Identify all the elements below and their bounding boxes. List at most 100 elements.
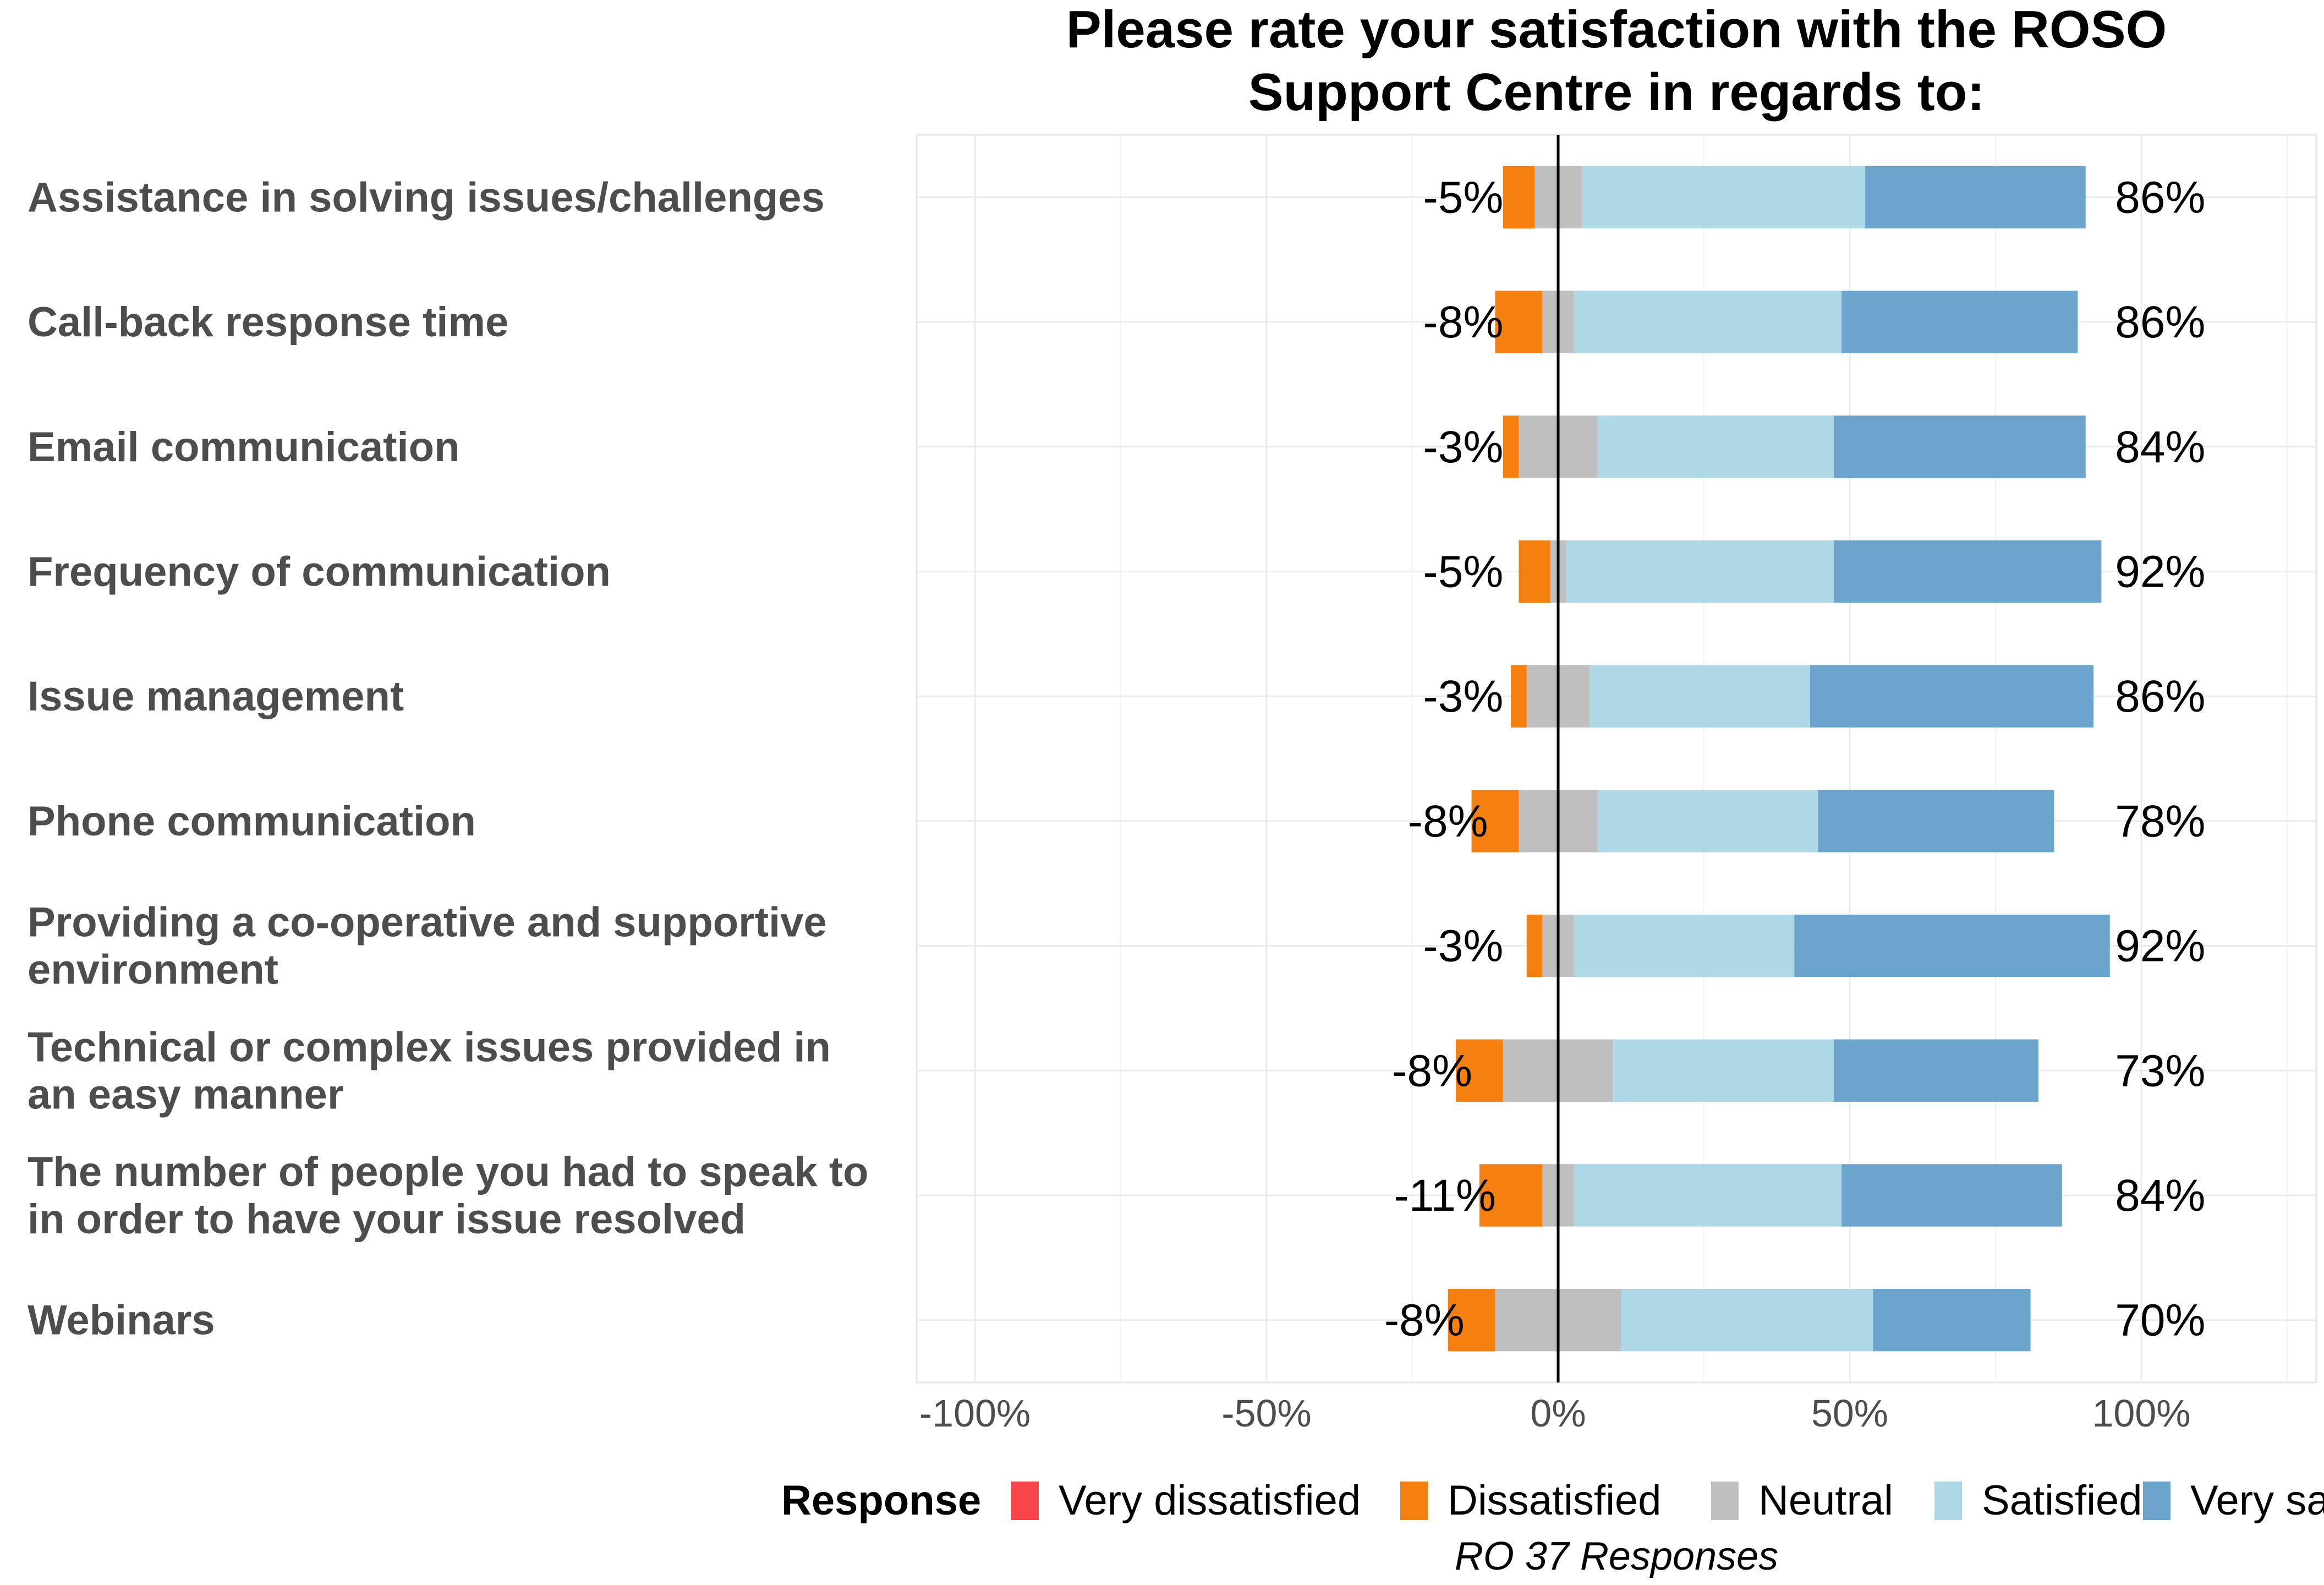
legend-label: Neutral xyxy=(1758,1477,1893,1524)
bar-very-satisfied xyxy=(1794,914,2110,977)
bar-very-satisfied xyxy=(1873,1288,2031,1352)
panel-border xyxy=(916,134,2317,1384)
label-positive: 86% xyxy=(2115,297,2205,347)
label-negative: -8% xyxy=(1392,1046,1472,1096)
bar-very-satisfied xyxy=(1841,1164,2062,1227)
category-label: The number of people you had to speak to xyxy=(28,1149,869,1195)
bar-satisfied xyxy=(1574,914,1795,977)
bars xyxy=(1448,166,2110,1352)
bar-dissatisfied xyxy=(1511,665,1527,728)
category-label: in order to have your issue resolved xyxy=(28,1196,746,1243)
legend-label: Satisfied xyxy=(1982,1477,2142,1524)
bar-neutral-pos xyxy=(1558,416,1598,478)
bar-satisfied xyxy=(1621,1288,1873,1352)
bar-very-satisfied xyxy=(1818,790,2054,852)
x-axis-ticks: -100% -50% 0% 50% 100% xyxy=(919,1392,2191,1435)
label-positive: 84% xyxy=(2115,422,2205,472)
bar-very-satisfied xyxy=(1833,1039,2038,1102)
legend-label: Very satisfied xyxy=(2190,1477,2324,1524)
bar-dissatisfied xyxy=(1448,1288,1495,1352)
label-positive: 92% xyxy=(2115,921,2205,971)
legend-key xyxy=(1011,1482,1039,1520)
legend: Response Very dissatisfied Dissatisfied Neu… xyxy=(781,1477,2324,1524)
label-positive: 70% xyxy=(2115,1296,2205,1346)
bar-satisfied xyxy=(1613,1039,1834,1102)
legend-key xyxy=(1711,1482,1739,1520)
bar-neutral-neg xyxy=(1503,1039,1558,1102)
category-label: Call-back response time xyxy=(28,299,508,346)
bar-satisfied xyxy=(1581,166,1866,229)
bar-satisfied xyxy=(1566,540,1834,603)
bar-neutral-neg xyxy=(1542,914,1558,977)
title-line: Please rate your satisfaction with the R… xyxy=(1066,0,2167,59)
label-positive: 92% xyxy=(2115,546,2205,597)
bar-neutral-pos xyxy=(1558,291,1574,353)
bar-neutral-pos xyxy=(1558,665,1590,728)
legend-key xyxy=(2143,1482,2170,1520)
bar-satisfied xyxy=(1589,665,1810,728)
title-line: Support Centre in regards to: xyxy=(1248,63,1985,122)
bar-neutral-neg xyxy=(1495,1288,1558,1352)
legend-label: Very dissatisfied xyxy=(1059,1477,1361,1524)
data-labels: -5% 86% -8% 86% -3% 84% -5% 92% -3% 86% -8% 78% -3% 9… xyxy=(1384,172,2206,1345)
bar-neutral-pos xyxy=(1558,540,1566,603)
label-positive: 86% xyxy=(2115,671,2205,722)
label-negative: -8% xyxy=(1384,1296,1465,1346)
bar-neutral-neg xyxy=(1534,166,1558,229)
category-label: Technical or complex issues provided in xyxy=(28,1024,831,1070)
label-negative: -3% xyxy=(1423,422,1504,472)
bar-very-satisfied xyxy=(1833,540,2102,603)
label-negative: -11% xyxy=(1394,1171,1496,1221)
bar-dissatisfied xyxy=(1495,291,1543,353)
bar-neutral-neg xyxy=(1526,665,1558,728)
x-tick-label: -50% xyxy=(1221,1392,1311,1435)
x-tick-label: 100% xyxy=(2092,1392,2190,1435)
bar-very-satisfied xyxy=(1810,665,2094,728)
category-label: environment xyxy=(28,947,278,993)
label-positive: 86% xyxy=(2115,172,2205,222)
bar-very-satisfied xyxy=(1833,416,2086,478)
bar-neutral-neg xyxy=(1550,540,1558,603)
chart-title: Please rate your satisfaction with the R… xyxy=(1066,0,2167,122)
label-positive: 73% xyxy=(2115,1046,2205,1096)
x-tick-label: -100% xyxy=(919,1392,1031,1435)
label-negative: -5% xyxy=(1423,546,1504,597)
bar-satisfied xyxy=(1574,291,1842,353)
bar-neutral-neg xyxy=(1519,790,1558,852)
bar-neutral-pos xyxy=(1558,166,1582,229)
bar-satisfied xyxy=(1574,1164,1842,1227)
bar-neutral-neg xyxy=(1519,416,1558,478)
label-negative: -3% xyxy=(1423,671,1504,722)
label-positive: 78% xyxy=(2115,796,2205,846)
category-label: Issue management xyxy=(28,673,404,720)
category-label: an easy manner xyxy=(28,1071,344,1118)
category-label: Webinars xyxy=(28,1297,215,1344)
bar-satisfied xyxy=(1597,416,1834,478)
category-label: Email communication xyxy=(28,424,460,471)
legend-label: Dissatisfied xyxy=(1448,1477,1662,1524)
bar-neutral-pos xyxy=(1558,1288,1621,1352)
legend-title: Response xyxy=(781,1477,981,1524)
category-label: Frequency of communication xyxy=(28,548,611,595)
bar-very-satisfied xyxy=(1841,291,2078,353)
bar-dissatisfied xyxy=(1471,790,1519,852)
label-negative: -8% xyxy=(1408,796,1488,846)
label-negative: -3% xyxy=(1423,921,1504,971)
label-negative: -5% xyxy=(1423,172,1504,222)
bar-very-satisfied xyxy=(1865,166,2086,229)
bar-dissatisfied xyxy=(1479,1164,1543,1227)
bar-neutral-pos xyxy=(1558,914,1574,977)
legend-key xyxy=(1934,1482,1962,1520)
bar-dissatisfied xyxy=(1519,540,1550,603)
legend-key xyxy=(1400,1482,1428,1520)
category-label: Assistance in solving issues/challenges xyxy=(28,174,825,221)
category-label: Phone communication xyxy=(28,798,476,845)
bar-neutral-neg xyxy=(1542,1164,1558,1227)
bar-dissatisfied xyxy=(1455,1039,1503,1102)
bar-neutral-pos xyxy=(1558,1039,1614,1102)
label-positive: 84% xyxy=(2115,1171,2205,1221)
bar-neutral-pos xyxy=(1558,1164,1574,1227)
category-label: Providing a co-operative and supportive xyxy=(28,899,827,946)
bar-neutral-pos xyxy=(1558,790,1598,852)
